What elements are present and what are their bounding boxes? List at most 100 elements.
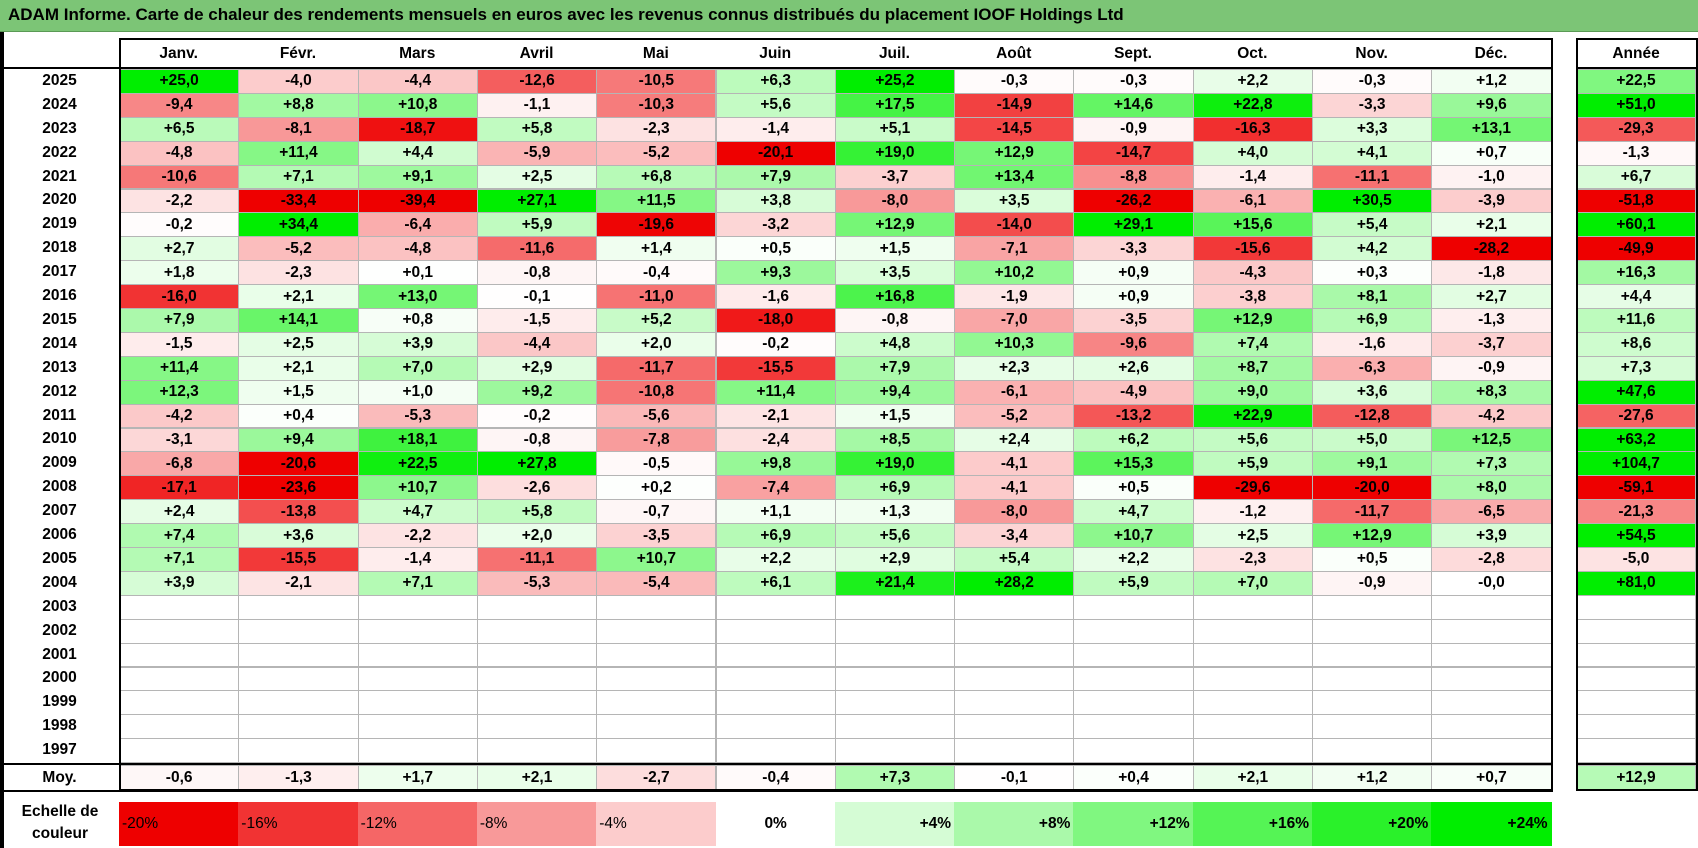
heatmap-cell: -1,3	[1431, 308, 1552, 333]
heatmap-cell	[1312, 738, 1433, 764]
row-year-label: 2023	[42, 119, 77, 137]
annual-cell	[1576, 618, 1696, 644]
heatmap-cell: -3,5	[1073, 308, 1194, 333]
heatmap-cell: +4,1	[1312, 140, 1433, 166]
heatmap-cell: +12,9	[954, 140, 1075, 166]
heatmap-cell: -8,8	[1073, 164, 1194, 190]
heatmap-cell: +22,9	[1192, 403, 1313, 429]
heatmap-cell	[357, 594, 478, 620]
color-scale-swatch: -4%	[596, 802, 717, 846]
annual-cell: +7,3	[1576, 355, 1696, 381]
heatmap-cell: +5,0	[1312, 427, 1433, 453]
heatmap-cell	[954, 666, 1075, 692]
heatmap-cell: +12,5	[1431, 427, 1552, 453]
heatmap-cell	[238, 666, 359, 692]
color-scale-swatch: -12%	[357, 802, 478, 846]
row-year-label: 2009	[42, 454, 77, 472]
month-header: Nov.	[1355, 45, 1388, 62]
heatmap-cell: +2,4	[119, 499, 240, 525]
heatmap-cell	[1312, 642, 1433, 668]
heatmap-cell: +8,8	[238, 92, 359, 118]
heatmap-cell: -11,1	[1312, 164, 1433, 190]
heatmap-cell: -6,8	[119, 451, 240, 477]
annual-cell: +22,5	[1576, 69, 1696, 94]
heatmap-cell: +10,2	[954, 260, 1075, 286]
heatmap-cell: +5,6	[1192, 427, 1313, 453]
heatmap-cell: -0,4	[596, 260, 717, 286]
heatmap-cell: +5,6	[715, 92, 836, 118]
month-header: Avril	[519, 45, 554, 62]
heatmap-cell: -1,8	[1431, 260, 1552, 286]
annual-average-top-rule	[1576, 763, 1698, 765]
heatmap-cell: +4,7	[1073, 499, 1194, 525]
heatmap-cell: +3,6	[1312, 379, 1433, 405]
heatmap-cell: +9,4	[834, 379, 956, 405]
heatmap-cell	[238, 714, 359, 740]
heatmap-cell: +6,9	[1312, 308, 1433, 333]
heatmap-cell: +11,5	[596, 188, 717, 214]
heatmap-cell: -4,1	[954, 475, 1075, 501]
color-scale-label-line2: couleur	[32, 825, 88, 842]
heatmap-cell	[954, 690, 1075, 716]
heatmap-cell: +8,3	[1431, 379, 1552, 405]
heatmap-cell: +16,8	[834, 284, 956, 309]
heatmap-cell: +2,2	[1192, 69, 1313, 94]
heatmap-cell: -5,2	[954, 403, 1075, 429]
heatmap-cell	[954, 642, 1075, 668]
heatmap-cell: +2,2	[715, 547, 836, 572]
annual-cell	[1576, 594, 1696, 620]
heatmap-cell: -0,8	[834, 308, 956, 333]
heatmap-cell	[476, 642, 598, 668]
row-year-label: 2017	[42, 263, 77, 281]
heatmap-cell: +2,1	[1431, 212, 1552, 238]
heatmap-cell: +21,4	[834, 570, 956, 596]
heatmap-cell	[238, 738, 359, 764]
heatmap-cell: -0,9	[1073, 116, 1194, 142]
color-scale-swatch: +12%	[1073, 802, 1194, 846]
heatmap-cell: -5,3	[476, 570, 598, 596]
average-cell: +1,7	[357, 765, 478, 790]
heatmap-cell: -3,9	[1431, 188, 1552, 214]
heatmap-cell: -4,4	[476, 331, 598, 357]
heatmap-cell: +2,1	[238, 355, 359, 381]
heatmap-cell: -14,0	[954, 212, 1075, 238]
heatmap-cell: +8,7	[1192, 355, 1313, 381]
annual-cell	[1576, 666, 1696, 692]
heatmap-cell: -11,0	[596, 284, 717, 309]
annual-cell: +81,0	[1576, 570, 1696, 596]
month-header: Mars	[399, 45, 436, 62]
heatmap-cell	[357, 714, 478, 740]
heatmap-cell: -15,5	[238, 547, 359, 572]
heatmap-cell: -17,1	[119, 475, 240, 501]
heatmap-cell: -1,4	[715, 116, 836, 142]
row-year-label: 2015	[42, 310, 77, 328]
heatmap-cell	[834, 714, 956, 740]
heatmap-cell	[119, 642, 240, 668]
heatmap-cell: -4,2	[1431, 403, 1552, 429]
heatmap-cell	[119, 666, 240, 692]
heatmap-cell	[1073, 642, 1194, 668]
heatmap-cell: +12,9	[1192, 308, 1313, 333]
heatmap-cell	[119, 738, 240, 764]
row-year-label: 2003	[42, 597, 77, 615]
average-cell: -1,3	[238, 765, 359, 790]
heatmap-cell: -2,4	[715, 427, 836, 453]
heatmap-cell: +0,9	[1073, 284, 1194, 309]
heatmap-cell: +7,9	[119, 308, 240, 333]
heatmap-cell	[1431, 642, 1552, 668]
heatmap-cell: -26,2	[1073, 188, 1194, 214]
heatmap-cell: +2,5	[476, 164, 598, 190]
annual-header-underline	[1576, 67, 1698, 69]
heatmap-cell: +6,1	[715, 570, 836, 596]
heatmap-cell: -10,8	[596, 379, 717, 405]
heatmap-cell: +1,8	[119, 260, 240, 286]
heatmap-cell	[1073, 690, 1194, 716]
heatmap-cell: +2,0	[596, 331, 717, 357]
heatmap-cell	[119, 714, 240, 740]
heatmap-cell: +15,3	[1073, 451, 1194, 477]
heatmap-cell	[357, 666, 478, 692]
annual-cell: -27,6	[1576, 403, 1696, 429]
annual-cell: -51,8	[1576, 188, 1696, 214]
annual-cell: -1,3	[1576, 140, 1696, 166]
page-title: ADAM Informe. Carte de chaleur des rende…	[8, 5, 1124, 24]
